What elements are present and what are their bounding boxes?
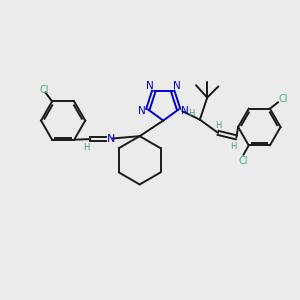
Text: N: N — [146, 81, 154, 91]
Text: N: N — [138, 106, 146, 116]
Text: Cl: Cl — [239, 156, 248, 166]
Text: Cl: Cl — [39, 85, 49, 95]
Text: H: H — [215, 121, 221, 130]
Text: H: H — [188, 109, 195, 118]
Text: N: N — [181, 106, 189, 116]
Text: H: H — [83, 143, 89, 152]
Text: N: N — [107, 134, 115, 143]
Text: H: H — [230, 142, 236, 151]
Text: Cl: Cl — [278, 94, 288, 104]
Text: N: N — [173, 81, 181, 91]
